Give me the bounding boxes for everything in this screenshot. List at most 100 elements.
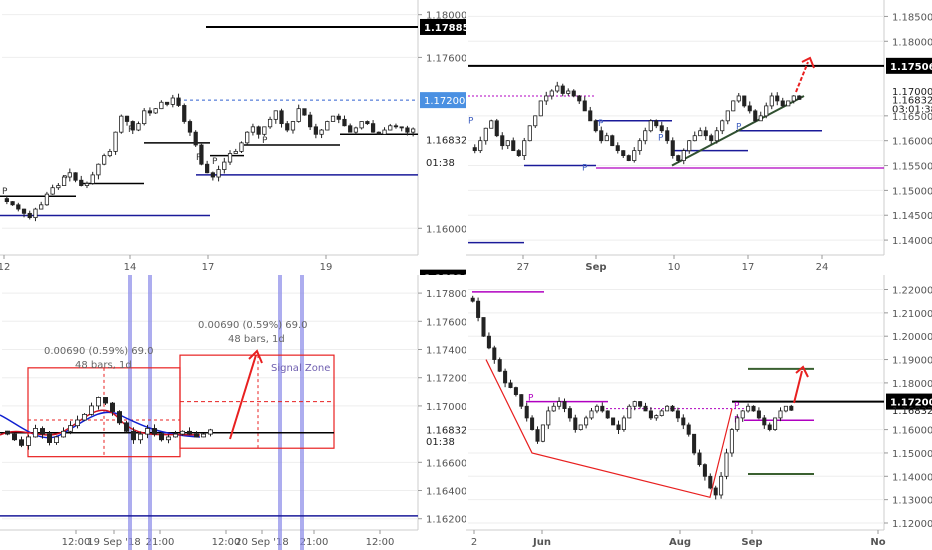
candle-body (330, 115, 336, 122)
candle-body (153, 108, 158, 114)
projection-arrow-head (795, 365, 809, 378)
pivot-marker: P (262, 136, 268, 146)
candle-body (764, 105, 769, 117)
candle-body (665, 405, 670, 412)
chart-panel-top-right[interactable]: 1.18500 1.18000 1.16500 1.16000 1.15500 1.150… (466, 0, 932, 275)
y-tick-label: 1.18000 (426, 11, 466, 22)
y-tick-label: 1.21000 (892, 309, 932, 320)
candle-body (756, 410, 761, 419)
candle-body (789, 405, 794, 411)
candle-body (778, 410, 783, 419)
candle-body (33, 428, 39, 438)
price-tag-label: 01:38 (426, 158, 455, 169)
candle-body (610, 135, 615, 147)
candle-body (75, 419, 81, 427)
pivot-marker: P (468, 116, 474, 126)
candle-body (227, 153, 233, 163)
y-tick-label: 1.17000 (426, 402, 466, 413)
candle-body (605, 410, 610, 419)
price-tag-label: 1.16832 (426, 135, 466, 146)
y-tick-label: 1.16600 (426, 458, 466, 469)
candle-body (494, 120, 499, 137)
measure-annotation: 0.00690 (0.59%) 69.0 (44, 346, 154, 357)
candle-body (503, 370, 508, 384)
candle-body (308, 114, 313, 128)
candle-body (775, 95, 780, 102)
candle-body (273, 110, 278, 120)
panel-background (466, 275, 932, 550)
y-tick-label: 1.17200 (426, 374, 466, 385)
candle-body (544, 95, 549, 102)
session-band (278, 275, 282, 550)
candle-body (61, 176, 67, 186)
x-tick-label: 12:00 (212, 537, 241, 548)
candle-body (199, 144, 204, 165)
candle-body (589, 410, 594, 419)
chart-panel-bottom-left[interactable]: 1.17800 1.17600 1.17400 1.17200 1.17000 1.166… (0, 275, 466, 550)
y-tick-label: 1.17400 (426, 346, 466, 357)
candle-body (210, 172, 215, 178)
x-tick-label: 20 Sep '18 (235, 537, 288, 548)
candle-body (296, 108, 301, 122)
candle-body (566, 90, 571, 94)
candle-body (535, 429, 540, 442)
candle-body (638, 401, 643, 407)
candle-body (319, 129, 324, 135)
candle-body (736, 95, 741, 102)
candle-body (654, 415, 659, 419)
candle-body (746, 405, 751, 412)
price-tag-box (886, 57, 932, 74)
candle-body (687, 140, 692, 152)
session-band (148, 275, 152, 550)
candle-body (262, 126, 267, 135)
candle-body (393, 125, 399, 128)
candle-body (538, 100, 543, 117)
y-tick-label: 1.15000 (892, 186, 932, 197)
candle-body (621, 417, 626, 431)
y-tick-label: 1.16000 (426, 224, 466, 235)
candle-body (56, 185, 61, 189)
candle-body (302, 108, 307, 116)
candle-body (533, 115, 538, 127)
candle-body (703, 130, 708, 137)
candle-body (313, 126, 318, 135)
candle-body (325, 121, 330, 131)
candle-body (616, 424, 621, 431)
candle-body (729, 429, 734, 454)
candle-body (588, 110, 593, 122)
candle-body (142, 110, 147, 125)
candle-body (621, 150, 626, 156)
candle-body (239, 142, 244, 152)
y-tick-label: 1.19000 (892, 356, 932, 367)
candle-body (720, 120, 725, 132)
x-tick-label: 12:00 (366, 537, 395, 548)
price-tag-box (420, 92, 466, 109)
candle-body (40, 428, 46, 435)
candle-body (724, 452, 729, 477)
candle-body (697, 452, 702, 466)
chart-panel-top-left[interactable]: 1.180001.176001.1600012141719PPPPPP1.178… (0, 0, 466, 275)
candle-body (549, 90, 554, 97)
candle-body (84, 183, 90, 186)
candle-body (216, 169, 221, 178)
candle-body (50, 187, 55, 195)
candle-body (205, 163, 210, 174)
candle-body (481, 317, 486, 337)
x-tick-label: 14 (124, 262, 137, 273)
projection-arrow (229, 354, 257, 440)
x-tick-label: 2 (471, 537, 477, 548)
candle-body (692, 135, 697, 142)
candle-body (170, 97, 175, 105)
price-tag-label: 1.16832 (892, 406, 932, 417)
y-tick-label: 1.16200 (426, 515, 466, 526)
candle-body (68, 425, 74, 432)
signal-zone-label: Signal Zone (271, 363, 330, 374)
candle-body (725, 110, 730, 122)
candle-body (90, 174, 95, 184)
candle-body (365, 121, 370, 125)
candle-body (604, 135, 609, 142)
candle-body (388, 125, 393, 131)
chart-panel-bottom-right[interactable]: 1.22000 1.21000 1.20000 1.19000 1.18000 1.160… (466, 275, 932, 550)
candle-body (492, 347, 497, 360)
candle-body (4, 198, 9, 202)
